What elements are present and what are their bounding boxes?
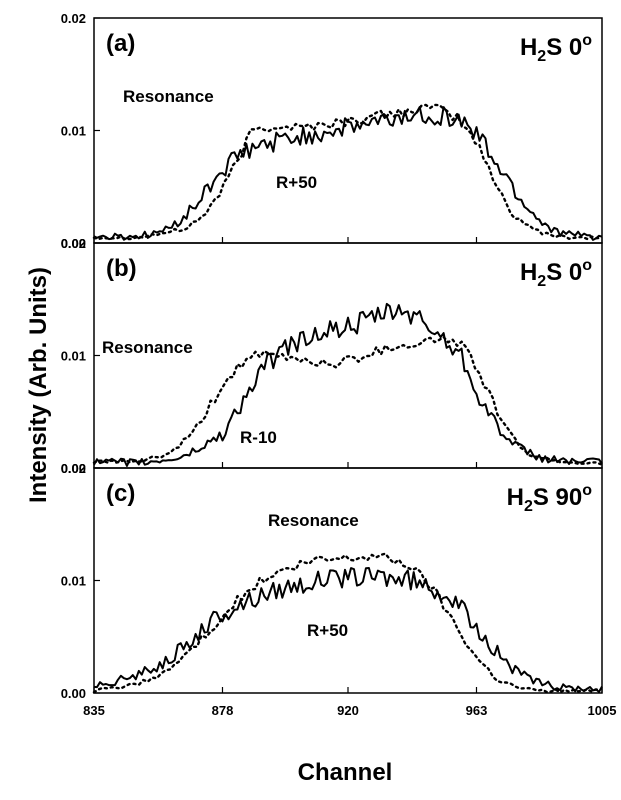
- panel-title: H2S 0o: [520, 257, 592, 290]
- annotation-resonance: Resonance: [102, 338, 193, 357]
- annotation-solid-series: R-10: [240, 428, 277, 447]
- series-line-resonance: [92, 103, 602, 241]
- y-tick-label: 0.00: [61, 236, 86, 251]
- y-tick-label: 0.02: [61, 236, 86, 251]
- panel-a: 0.00 0.01 0.02 (a) H2S 0o Resonance R+50: [61, 11, 603, 251]
- y-axis-title: Intensity (Arb. Units): [25, 267, 52, 503]
- y-tick-label: 0.01: [61, 349, 86, 364]
- x-tick-label: 1005: [588, 703, 617, 718]
- series-line-r-50: [93, 106, 603, 241]
- series-line-r-50: [93, 567, 603, 693]
- y-tick-label: 0.02: [61, 461, 86, 476]
- panel-b: 0.00 0.01 0.02 (b) H2S 0o Resonance R-10: [61, 236, 603, 476]
- panel-label: (b): [106, 255, 137, 282]
- x-tick-label: 963: [466, 703, 488, 718]
- series-line-resonance: [92, 552, 602, 694]
- annotation-solid-series: R+50: [276, 173, 317, 192]
- panel-title: H2S 90o: [507, 482, 593, 515]
- annotation-resonance: Resonance: [123, 87, 214, 106]
- panel-label: (c): [106, 480, 135, 507]
- x-tick-label: 878: [212, 703, 234, 718]
- annotation-resonance: Resonance: [268, 511, 359, 530]
- series-line-r-10: [93, 302, 603, 467]
- panel-label: (a): [106, 30, 135, 57]
- x-tick-label: 835: [83, 703, 105, 718]
- y-tick-label: 0.02: [61, 11, 86, 26]
- y-tick-label: 0.01: [61, 124, 86, 139]
- y-tick-label: 0.00: [61, 686, 86, 701]
- panel-c: 0.00 0.01 0.02 835 878 920 963 1005 (c) H2S 90o Re…: [61, 461, 617, 718]
- x-axis-title: Channel: [298, 759, 393, 786]
- x-tick-label: 920: [337, 703, 359, 718]
- annotation-solid-series: R+50: [307, 621, 348, 640]
- panel-title: H2S 0o: [520, 32, 592, 65]
- y-tick-label: 0.01: [61, 574, 86, 589]
- series-line-resonance: [92, 335, 602, 466]
- y-tick-label: 0.00: [61, 461, 86, 476]
